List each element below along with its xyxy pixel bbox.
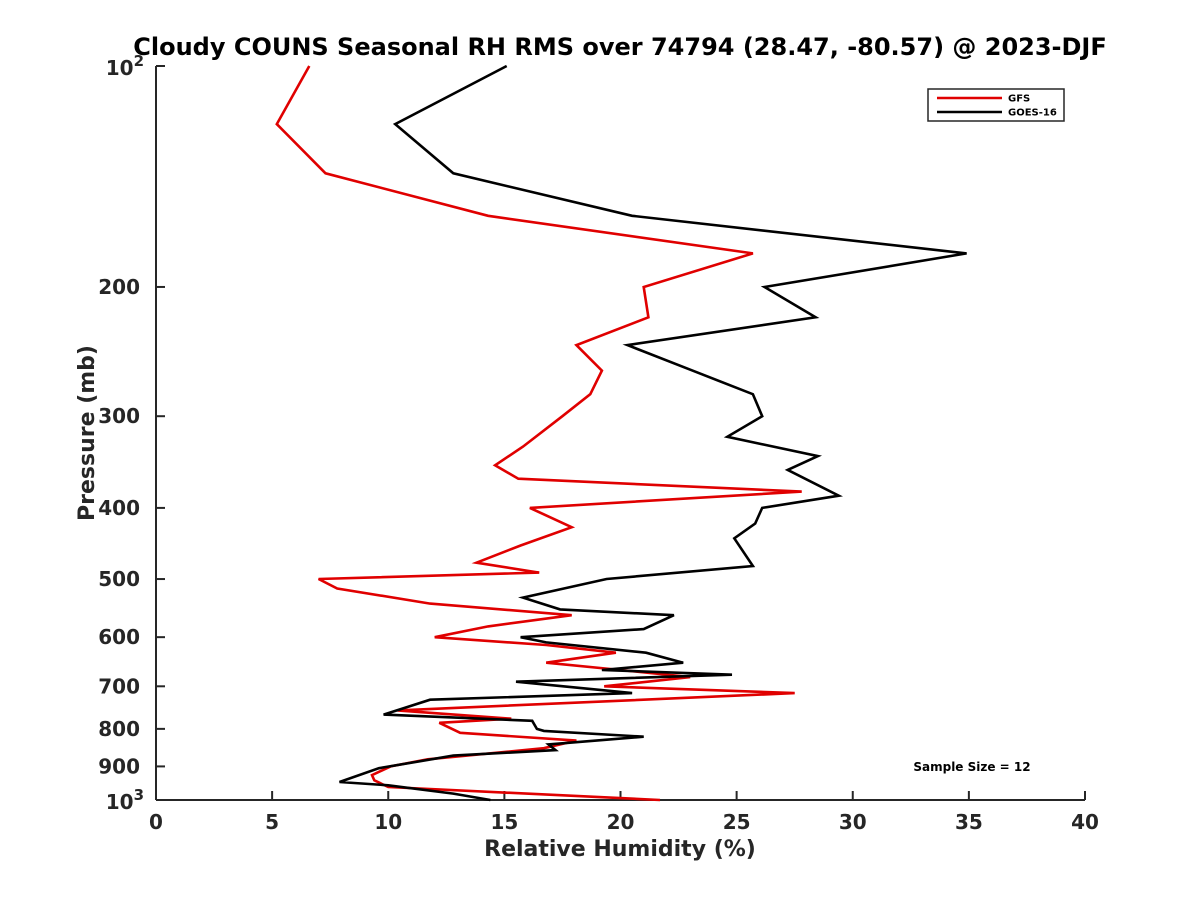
x-tick-label: 30 bbox=[839, 810, 867, 834]
y-tick-label: 102 bbox=[106, 52, 144, 80]
y-tick-label: 400 bbox=[98, 496, 140, 520]
legend-label-goes-16: GOES-16 bbox=[1008, 108, 1057, 119]
x-tick-label: 40 bbox=[1071, 810, 1099, 834]
y-tick-base: 10 bbox=[106, 790, 134, 814]
x-tick-label: 10 bbox=[374, 810, 402, 834]
x-axis-label: Relative Humidity (%) bbox=[484, 837, 756, 862]
legend: GFS GOES-16 bbox=[927, 88, 1065, 122]
y-tick-label: 103 bbox=[106, 786, 144, 814]
y-axis-label: Pressure (mb) bbox=[75, 345, 100, 521]
chart-title: Cloudy COUNS Seasonal RH RMS over 74794 … bbox=[133, 33, 1107, 61]
y-tick-exponent: 3 bbox=[134, 786, 144, 804]
y-tick-base: 10 bbox=[106, 56, 134, 80]
y-tick-label: 300 bbox=[98, 404, 140, 428]
sample-size-annotation: Sample Size = 12 bbox=[913, 760, 1030, 774]
y-tick-label: 200 bbox=[98, 275, 140, 299]
series-line-gfs bbox=[275, 65, 802, 802]
legend-label-gfs: GFS bbox=[1008, 94, 1030, 105]
y-tick-label: 700 bbox=[98, 674, 140, 698]
legend-box bbox=[927, 88, 1065, 122]
y-tick-label: 600 bbox=[98, 625, 140, 649]
x-tick-label: 0 bbox=[149, 810, 163, 834]
y-tick-label: 900 bbox=[98, 754, 140, 778]
x-tick-label: 20 bbox=[607, 810, 635, 834]
series-line-goes-16 bbox=[339, 64, 967, 802]
x-tick-label: 5 bbox=[265, 810, 279, 834]
y-tick-exponent: 2 bbox=[134, 52, 144, 70]
x-tick-label: 25 bbox=[723, 810, 751, 834]
x-tick-label: 35 bbox=[955, 810, 983, 834]
y-tick-label: 500 bbox=[98, 567, 140, 591]
y-tick-label: 800 bbox=[98, 717, 140, 741]
x-tick-label: 15 bbox=[490, 810, 518, 834]
